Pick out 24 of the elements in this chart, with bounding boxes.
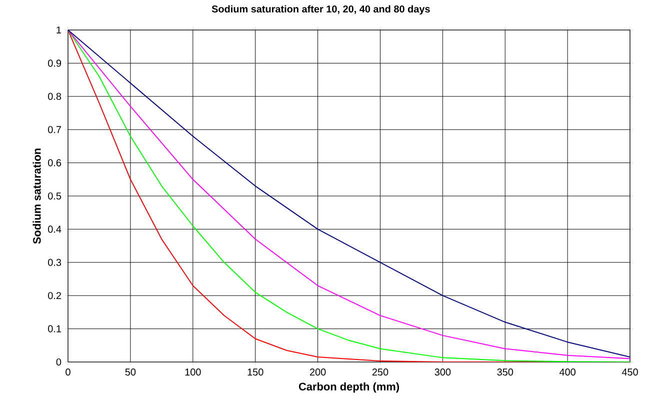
x-tick-label: 300 — [434, 368, 451, 376]
x-tick-label: 100 — [185, 368, 201, 376]
y-tick-label: 0.7 — [48, 126, 61, 134]
y-tick-label: 0.1 — [48, 325, 62, 332]
y-tick-label: 0.8 — [48, 92, 62, 100]
x-tick-label: 350 — [497, 368, 514, 376]
x-tick-label: 0 — [66, 368, 70, 376]
y-tick-label: 0.5 — [48, 192, 62, 200]
y-tick-label: 0.3 — [48, 258, 62, 266]
y-axis-title: Sodium saturation — [32, 148, 41, 244]
x-tick-label: 450 — [622, 368, 638, 376]
x-tick-label: 50 — [125, 368, 136, 376]
chart-title: Sodium saturation after 10, 20, 40 and 80 days — [212, 5, 430, 14]
x-tick-label: 400 — [559, 368, 576, 376]
y-tick-label: 0 — [56, 358, 62, 366]
y-tick-label: 0.4 — [48, 226, 62, 233]
y-tick-label: 0.6 — [48, 159, 62, 166]
y-tick-label: 0.9 — [48, 60, 62, 67]
x-tick-label: 200 — [310, 368, 326, 376]
x-axis-title: Carbon depth (mm) — [298, 382, 399, 393]
x-tick-label: 250 — [372, 368, 388, 376]
y-tick-label: 0.2 — [48, 292, 61, 300]
x-tick-label: 150 — [248, 368, 264, 376]
y-tick-label: 1 — [56, 26, 62, 34]
